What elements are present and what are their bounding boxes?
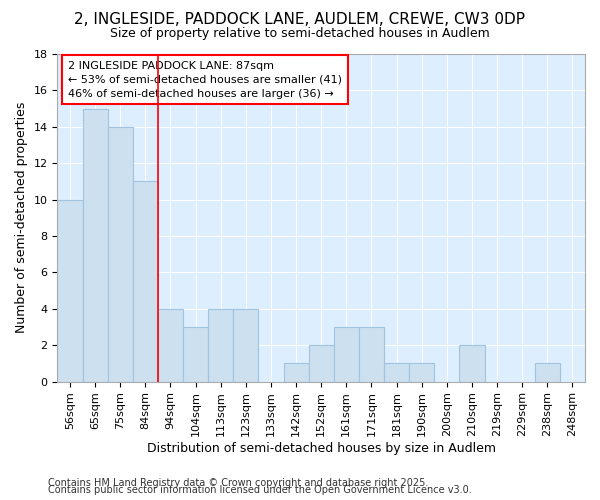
Bar [158, 309, 183, 382]
Bar [284, 364, 308, 382]
Text: 2 INGLESIDE PADDOCK LANE: 87sqm
← 53% of semi-detached houses are smaller (41)
4: 2 INGLESIDE PADDOCK LANE: 87sqm ← 53% of… [68, 60, 342, 98]
Bar [208, 309, 233, 382]
Text: Contains public sector information licensed under the Open Government Licence v3: Contains public sector information licen… [48, 485, 472, 495]
X-axis label: Distribution of semi-detached houses by size in Audlem: Distribution of semi-detached houses by … [147, 442, 496, 455]
Text: Contains HM Land Registry data © Crown copyright and database right 2025.: Contains HM Land Registry data © Crown c… [48, 478, 428, 488]
Text: 2, INGLESIDE, PADDOCK LANE, AUDLEM, CREWE, CW3 0DP: 2, INGLESIDE, PADDOCK LANE, AUDLEM, CREW… [74, 12, 526, 28]
Bar [384, 364, 409, 382]
Text: Size of property relative to semi-detached houses in Audlem: Size of property relative to semi-detach… [110, 28, 490, 40]
Bar [535, 364, 560, 382]
Bar [460, 345, 485, 382]
Bar [133, 182, 158, 382]
Bar [183, 327, 208, 382]
Bar [409, 364, 434, 382]
Y-axis label: Number of semi-detached properties: Number of semi-detached properties [15, 102, 28, 334]
Bar [83, 108, 107, 382]
Bar [58, 200, 83, 382]
Bar [308, 345, 334, 382]
Bar [233, 309, 259, 382]
Bar [334, 327, 359, 382]
Bar [107, 127, 133, 382]
Bar [359, 327, 384, 382]
